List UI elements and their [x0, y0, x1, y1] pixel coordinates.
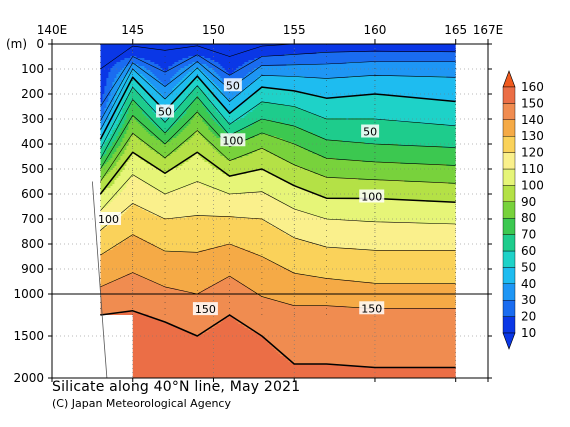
x-tick-label: 160 [364, 23, 387, 37]
y-tick-label: 500 [21, 162, 44, 176]
y-tick-label: 700 [21, 212, 44, 226]
colorbar-swatch [503, 87, 515, 103]
colorbar-swatch [503, 235, 515, 251]
colorbar-label: 100 [521, 178, 544, 192]
y-unit-label: (m) [6, 37, 27, 51]
colorbar-label: 120 [521, 146, 544, 160]
colorbar-label: 130 [521, 129, 544, 143]
x-tick-label: 145 [121, 23, 144, 37]
y-tick-label: 300 [21, 112, 44, 126]
colorbar-label: 60 [521, 244, 536, 258]
colorbar-swatch [503, 120, 515, 136]
y-tick-label: 600 [21, 187, 44, 201]
y-tick-label: 0 [36, 37, 44, 51]
y-tick-label: 400 [21, 137, 44, 151]
contour-label: 50 [226, 79, 240, 92]
y-tick-label: 2000 [13, 371, 44, 385]
colorbar-label: 30 [521, 293, 536, 307]
contour-label: 50 [158, 106, 172, 119]
chart-title: Silicate along 40°N line, May 2021 [52, 379, 300, 395]
y-tick-label: 800 [21, 237, 44, 251]
contour-label: 150 [195, 303, 216, 316]
contour-label: 100 [98, 213, 119, 226]
colorbar-label: 150 [521, 96, 544, 110]
contour-label: 100 [222, 134, 243, 147]
y-tick-label: 1000 [13, 287, 44, 301]
colorbar-label: 20 [521, 310, 536, 324]
contour-label: 50 [363, 126, 377, 139]
colorbar-swatch [503, 267, 515, 283]
colorbar-swatch [503, 153, 515, 169]
colorbar-top-arrow [503, 71, 515, 87]
colorbar-swatch [503, 185, 515, 201]
x-tick-label: 150 [202, 23, 225, 37]
y-tick-label: 1500 [13, 329, 44, 343]
colorbar-swatch [503, 284, 515, 300]
colorbar-swatch [503, 251, 515, 267]
colorbar-label: 40 [521, 277, 536, 291]
colorbar-swatch [503, 317, 515, 333]
colorbar-label: 10 [521, 326, 536, 340]
y-tick-label: 900 [21, 262, 44, 276]
colorbar-swatch [503, 218, 515, 234]
colorbar-label: 160 [521, 80, 544, 94]
colorbar-label: 70 [521, 228, 536, 242]
colorbar-label: 90 [521, 195, 536, 209]
y-tick-label: 200 [21, 87, 44, 101]
x-tick-label: 165 [444, 23, 467, 37]
colorbar-label: 140 [521, 113, 544, 127]
contour-label: 150 [361, 302, 382, 315]
colorbar-swatch [503, 300, 515, 316]
y-tick-label: 100 [21, 62, 44, 76]
x-tick-label: 167E [473, 23, 504, 37]
x-tick-label: 155 [283, 23, 306, 37]
colorbar-bottom-arrow [503, 333, 515, 349]
contour-label: 100 [361, 191, 382, 204]
colorbar-swatch [503, 103, 515, 119]
colorbar-swatch [503, 136, 515, 152]
colorbar-label: 80 [521, 211, 536, 225]
colorbar-label: 110 [521, 162, 544, 176]
x-tick-label: 140E [37, 23, 68, 37]
contour-fill-layer [52, 44, 488, 378]
colorbar-label: 50 [521, 260, 536, 274]
colorbar-swatch [503, 202, 515, 218]
colorbar: 10 20 30 40 50 60 70 80 90 100 110 120 130 140 150 160 [503, 71, 544, 349]
colorbar-swatch [503, 169, 515, 185]
chart-credit: (C) Japan Meteorological Agency [52, 397, 231, 410]
